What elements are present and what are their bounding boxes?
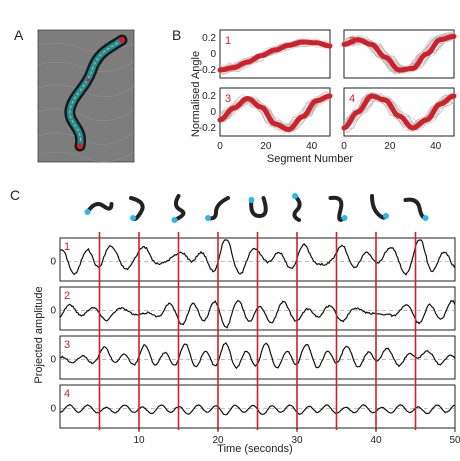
row-number: 1 xyxy=(64,241,70,253)
worm-head-marker xyxy=(248,197,255,203)
panel-c-xticks: 10 20 30 40 50 xyxy=(133,428,460,446)
worm-head-marker xyxy=(383,213,389,219)
panel-a-letter: A xyxy=(14,27,24,43)
panel-b-ytick: -0.2 xyxy=(199,123,217,134)
worm-body xyxy=(172,194,186,222)
worm-pose-icon xyxy=(248,196,268,219)
panel-c-xlabel: Time (seconds) xyxy=(217,443,292,455)
panel-b-letter: B xyxy=(172,27,181,43)
worm-head-marker xyxy=(341,215,348,221)
panel-b-subplot-2: 2 xyxy=(341,29,457,79)
worm-head-marker xyxy=(84,209,91,215)
worm-pose-icon xyxy=(171,194,186,223)
worm-pose-icon xyxy=(205,196,230,221)
panel-b-xlabel: Segment Number xyxy=(267,153,354,165)
zero-label: 0 xyxy=(50,306,56,317)
panel-b-plots: 1 2 3 4 xyxy=(217,29,457,137)
worm-head-marker xyxy=(171,217,178,223)
subplot-number: 2 xyxy=(349,35,355,47)
gray-trace xyxy=(219,99,331,127)
panel-c-xtick: 20 xyxy=(212,435,224,446)
panel-b-subplot-3: 3 xyxy=(217,87,333,137)
subplot-number: 1 xyxy=(225,35,231,47)
panel-b-ytick: 0 xyxy=(210,49,216,60)
worm-head-marker xyxy=(205,215,211,221)
worm-head-marker xyxy=(422,215,429,221)
worm-body xyxy=(403,197,428,220)
panel-b-xtick: 0 xyxy=(217,141,223,152)
zero-label: 0 xyxy=(50,257,56,268)
panel-c-worm-poses xyxy=(84,193,429,223)
worm-pose-icon xyxy=(403,197,429,221)
zero-label: 0 xyxy=(50,355,56,366)
panel-b-xtick: 40 xyxy=(306,141,318,152)
worm-pose-icon xyxy=(292,193,302,222)
worm-body xyxy=(85,202,114,214)
panel-b-subplot-1: 1 xyxy=(217,29,333,79)
mean-trace xyxy=(341,93,457,131)
mean-trace xyxy=(217,93,333,133)
panel-c-row-2: 20 xyxy=(50,286,456,331)
worm-body xyxy=(328,195,347,222)
panel-c-letter: C xyxy=(10,187,20,203)
worm-body xyxy=(292,194,302,222)
worm-body xyxy=(206,196,230,221)
worm-pose-icon xyxy=(129,196,145,222)
panel-b-xtick: 0 xyxy=(341,141,347,152)
panel-c-row-3: 30 xyxy=(50,335,456,380)
gray-trace xyxy=(343,99,455,126)
row-number: 3 xyxy=(64,339,70,351)
panel-c-ylabel: Projected amplitude xyxy=(33,286,45,383)
panel-b-xtick: 20 xyxy=(260,141,272,152)
worm-head-marker xyxy=(130,215,136,221)
subplot-number: 3 xyxy=(225,93,231,105)
row-number: 4 xyxy=(64,388,70,400)
panel-c-row-4: 40 xyxy=(50,384,456,429)
panel-c-xtick: 30 xyxy=(291,435,303,446)
row-number: 2 xyxy=(64,290,70,302)
mean-trace xyxy=(217,39,333,73)
worm-image xyxy=(37,29,135,163)
panel-b-ylabel: Normalised Angle xyxy=(190,51,202,137)
worm-pose-icon xyxy=(84,202,114,215)
panel-b-ytick: 0.2 xyxy=(202,33,216,44)
panel-b-ytick: 0 xyxy=(210,107,216,118)
panel-b-xtick: 20 xyxy=(384,141,396,152)
subplot-number: 4 xyxy=(349,93,355,105)
worm-pose-icon xyxy=(370,194,389,220)
panel-b-subplot-4: 4 xyxy=(341,87,457,137)
panel-c-row-1: 10 xyxy=(50,237,456,282)
panel-c-xtick: 40 xyxy=(370,435,382,446)
worm-body xyxy=(249,196,268,219)
panel-b-ytick: -0.2 xyxy=(199,65,217,76)
panel-c-xtick: 10 xyxy=(133,435,145,446)
panel-b-xtick: 40 xyxy=(430,141,442,152)
zero-label: 0 xyxy=(50,404,56,415)
panel-b-ytick: 0.2 xyxy=(202,91,216,102)
panel-c-xtick: 50 xyxy=(449,435,460,446)
mean-trace xyxy=(341,33,457,73)
worm-head-marker xyxy=(292,193,298,199)
worm-pose-icon xyxy=(328,195,348,222)
panel-b-ticks: 0.20-0.20.20-0.20 20 40 0 20 40 xyxy=(199,33,442,152)
